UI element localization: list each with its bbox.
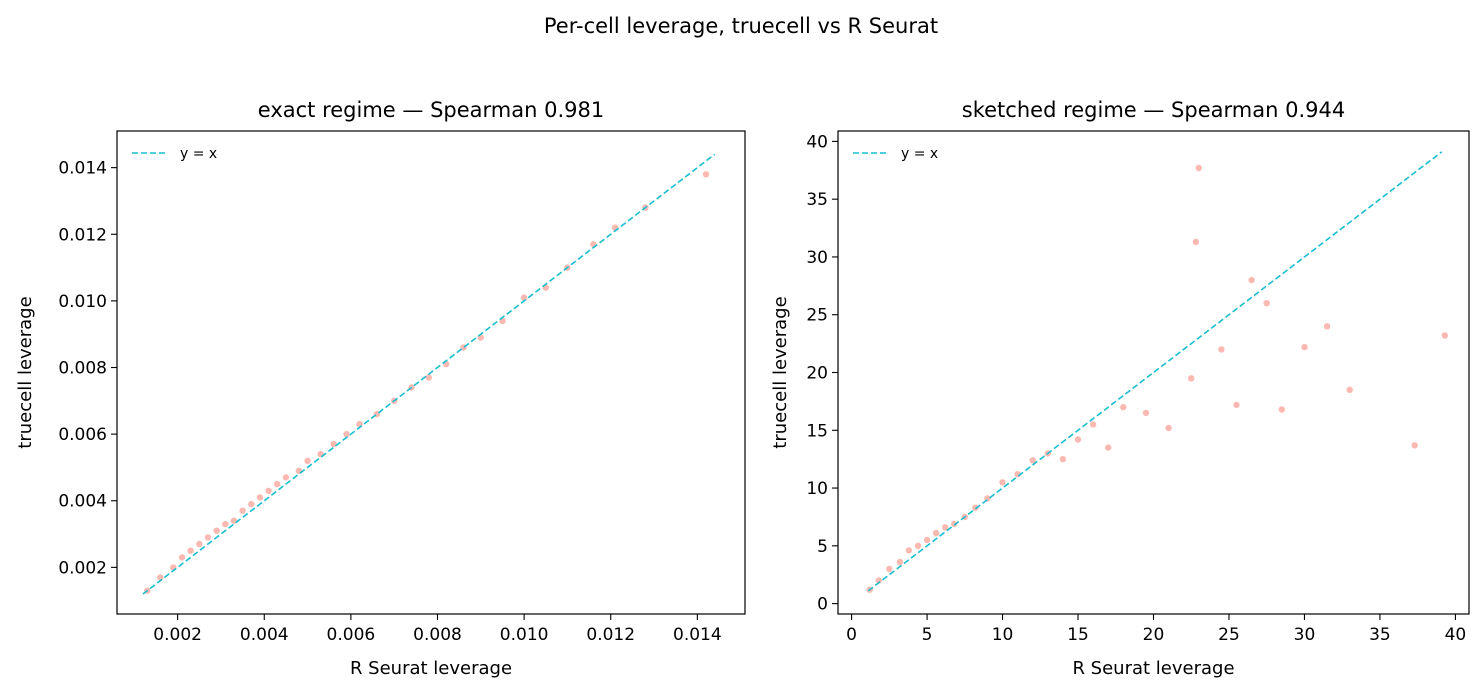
data-point	[1089, 421, 1097, 428]
data-point	[1441, 332, 1449, 339]
data-point	[274, 480, 281, 488]
figure-suptitle: Per-cell leverage, truecell vs R Seurat	[544, 14, 938, 38]
data-point	[1248, 276, 1255, 284]
y-tick-label: 0.010	[58, 292, 107, 312]
data-point	[999, 479, 1006, 486]
data-point	[1263, 300, 1270, 307]
x-tick-label: 40	[1445, 625, 1467, 645]
y-tick-label: 0.008	[58, 359, 107, 379]
data-point	[520, 294, 528, 301]
data-point	[425, 374, 432, 381]
x-tick-label: 10	[992, 625, 1014, 645]
x-tick-label: 30	[1294, 625, 1316, 645]
x-tick-label: 20	[1143, 625, 1165, 645]
data-point	[330, 440, 337, 448]
data-point	[1120, 404, 1127, 411]
sketched-regime-panel: 0 5 10 15 20 25 30 35 40 0 5 10 15 20 25 30 35 40 sketched…	[770, 98, 1470, 679]
data-point	[1323, 323, 1331, 330]
x-axis-label: R Seurat leverage	[350, 658, 512, 679]
data-point	[914, 542, 922, 549]
data-point	[204, 534, 212, 541]
data-point	[1165, 424, 1172, 432]
data-point	[1059, 456, 1067, 463]
data-point	[1218, 346, 1225, 353]
x-tick-label: 0.002	[153, 625, 202, 645]
y-tick-label: 0.004	[58, 492, 107, 512]
data-point	[282, 474, 290, 481]
data-point	[1192, 238, 1200, 246]
data-point	[187, 547, 194, 554]
x-tick-label: 25	[1218, 625, 1240, 645]
y-tick-label: 10	[806, 479, 828, 499]
data-point	[222, 520, 229, 528]
x-tick-label: 0	[846, 625, 857, 645]
y-tick-label: 0	[817, 595, 828, 615]
identity-line	[867, 151, 1443, 592]
y-tick-label: 40	[806, 132, 828, 152]
x-tick-label: 5	[922, 625, 933, 645]
y-tick-label: 0.014	[58, 159, 107, 179]
data-point	[1188, 375, 1195, 382]
data-point	[265, 487, 272, 494]
x-axis-label: R Seurat leverage	[1072, 658, 1234, 679]
data-point	[896, 558, 904, 566]
data-point	[196, 540, 203, 548]
data-point	[1195, 164, 1203, 172]
data-point	[256, 494, 264, 501]
data-point	[1142, 409, 1150, 417]
y-tick-label: 0.006	[58, 425, 107, 445]
y-tick-label: 15	[806, 421, 828, 441]
x-tick-label: 35	[1369, 625, 1391, 645]
y-tick-label: 25	[806, 306, 828, 326]
x-tick-label: 0.008	[413, 625, 462, 645]
axes-frame	[116, 130, 746, 615]
panel-title: sketched regime — Spearman 0.944	[962, 98, 1345, 122]
data-point	[1346, 386, 1353, 393]
data-point	[1029, 457, 1036, 464]
legend-entry-label: y = x	[180, 146, 217, 162]
x-tick-label: 15	[1067, 625, 1089, 645]
x-tick-label: 0.006	[327, 625, 376, 645]
data-point	[1301, 343, 1308, 351]
data-point	[923, 536, 931, 544]
data-point	[702, 171, 710, 178]
data-point	[178, 554, 186, 561]
data-point	[157, 574, 164, 581]
y-axis-label: truecell leverage	[15, 296, 36, 448]
exact-regime-panel: 0.002 0.004 0.006 0.008 0.010 0.012 0.014 0.002…	[15, 98, 746, 679]
data-point	[1074, 436, 1082, 443]
y-axis-label: truecell leverage	[770, 296, 791, 448]
data-point	[304, 457, 311, 464]
data-point	[1278, 406, 1286, 413]
legend-entry-label: y = x	[901, 146, 938, 162]
data-point	[905, 547, 913, 554]
x-tick-label: 0.014	[673, 625, 722, 645]
data-point	[213, 527, 220, 534]
y-tick-label: 0.002	[58, 558, 107, 578]
data-point	[248, 500, 255, 508]
data-point	[1411, 442, 1418, 449]
y-tick-label: 5	[817, 537, 828, 557]
y-tick-label: 0.012	[58, 225, 107, 245]
data-point	[972, 504, 979, 511]
data-point	[343, 430, 350, 438]
data-point	[932, 529, 940, 537]
data-point	[875, 577, 882, 584]
panel-title: exact regime — Spearman 0.981	[258, 98, 604, 122]
data-point	[886, 565, 893, 573]
x-tick-label: 0.004	[240, 625, 289, 645]
data-point	[239, 507, 246, 514]
data-point	[1105, 444, 1112, 451]
x-tick-label: 0.010	[500, 625, 549, 645]
y-tick-label: 20	[806, 364, 828, 384]
data-point	[942, 524, 949, 531]
data-point	[951, 520, 958, 528]
data-point	[1233, 401, 1240, 409]
y-tick-label: 30	[806, 248, 828, 268]
identity-line	[142, 153, 716, 595]
y-tick-label: 35	[806, 190, 828, 210]
x-tick-label: 0.012	[586, 625, 635, 645]
